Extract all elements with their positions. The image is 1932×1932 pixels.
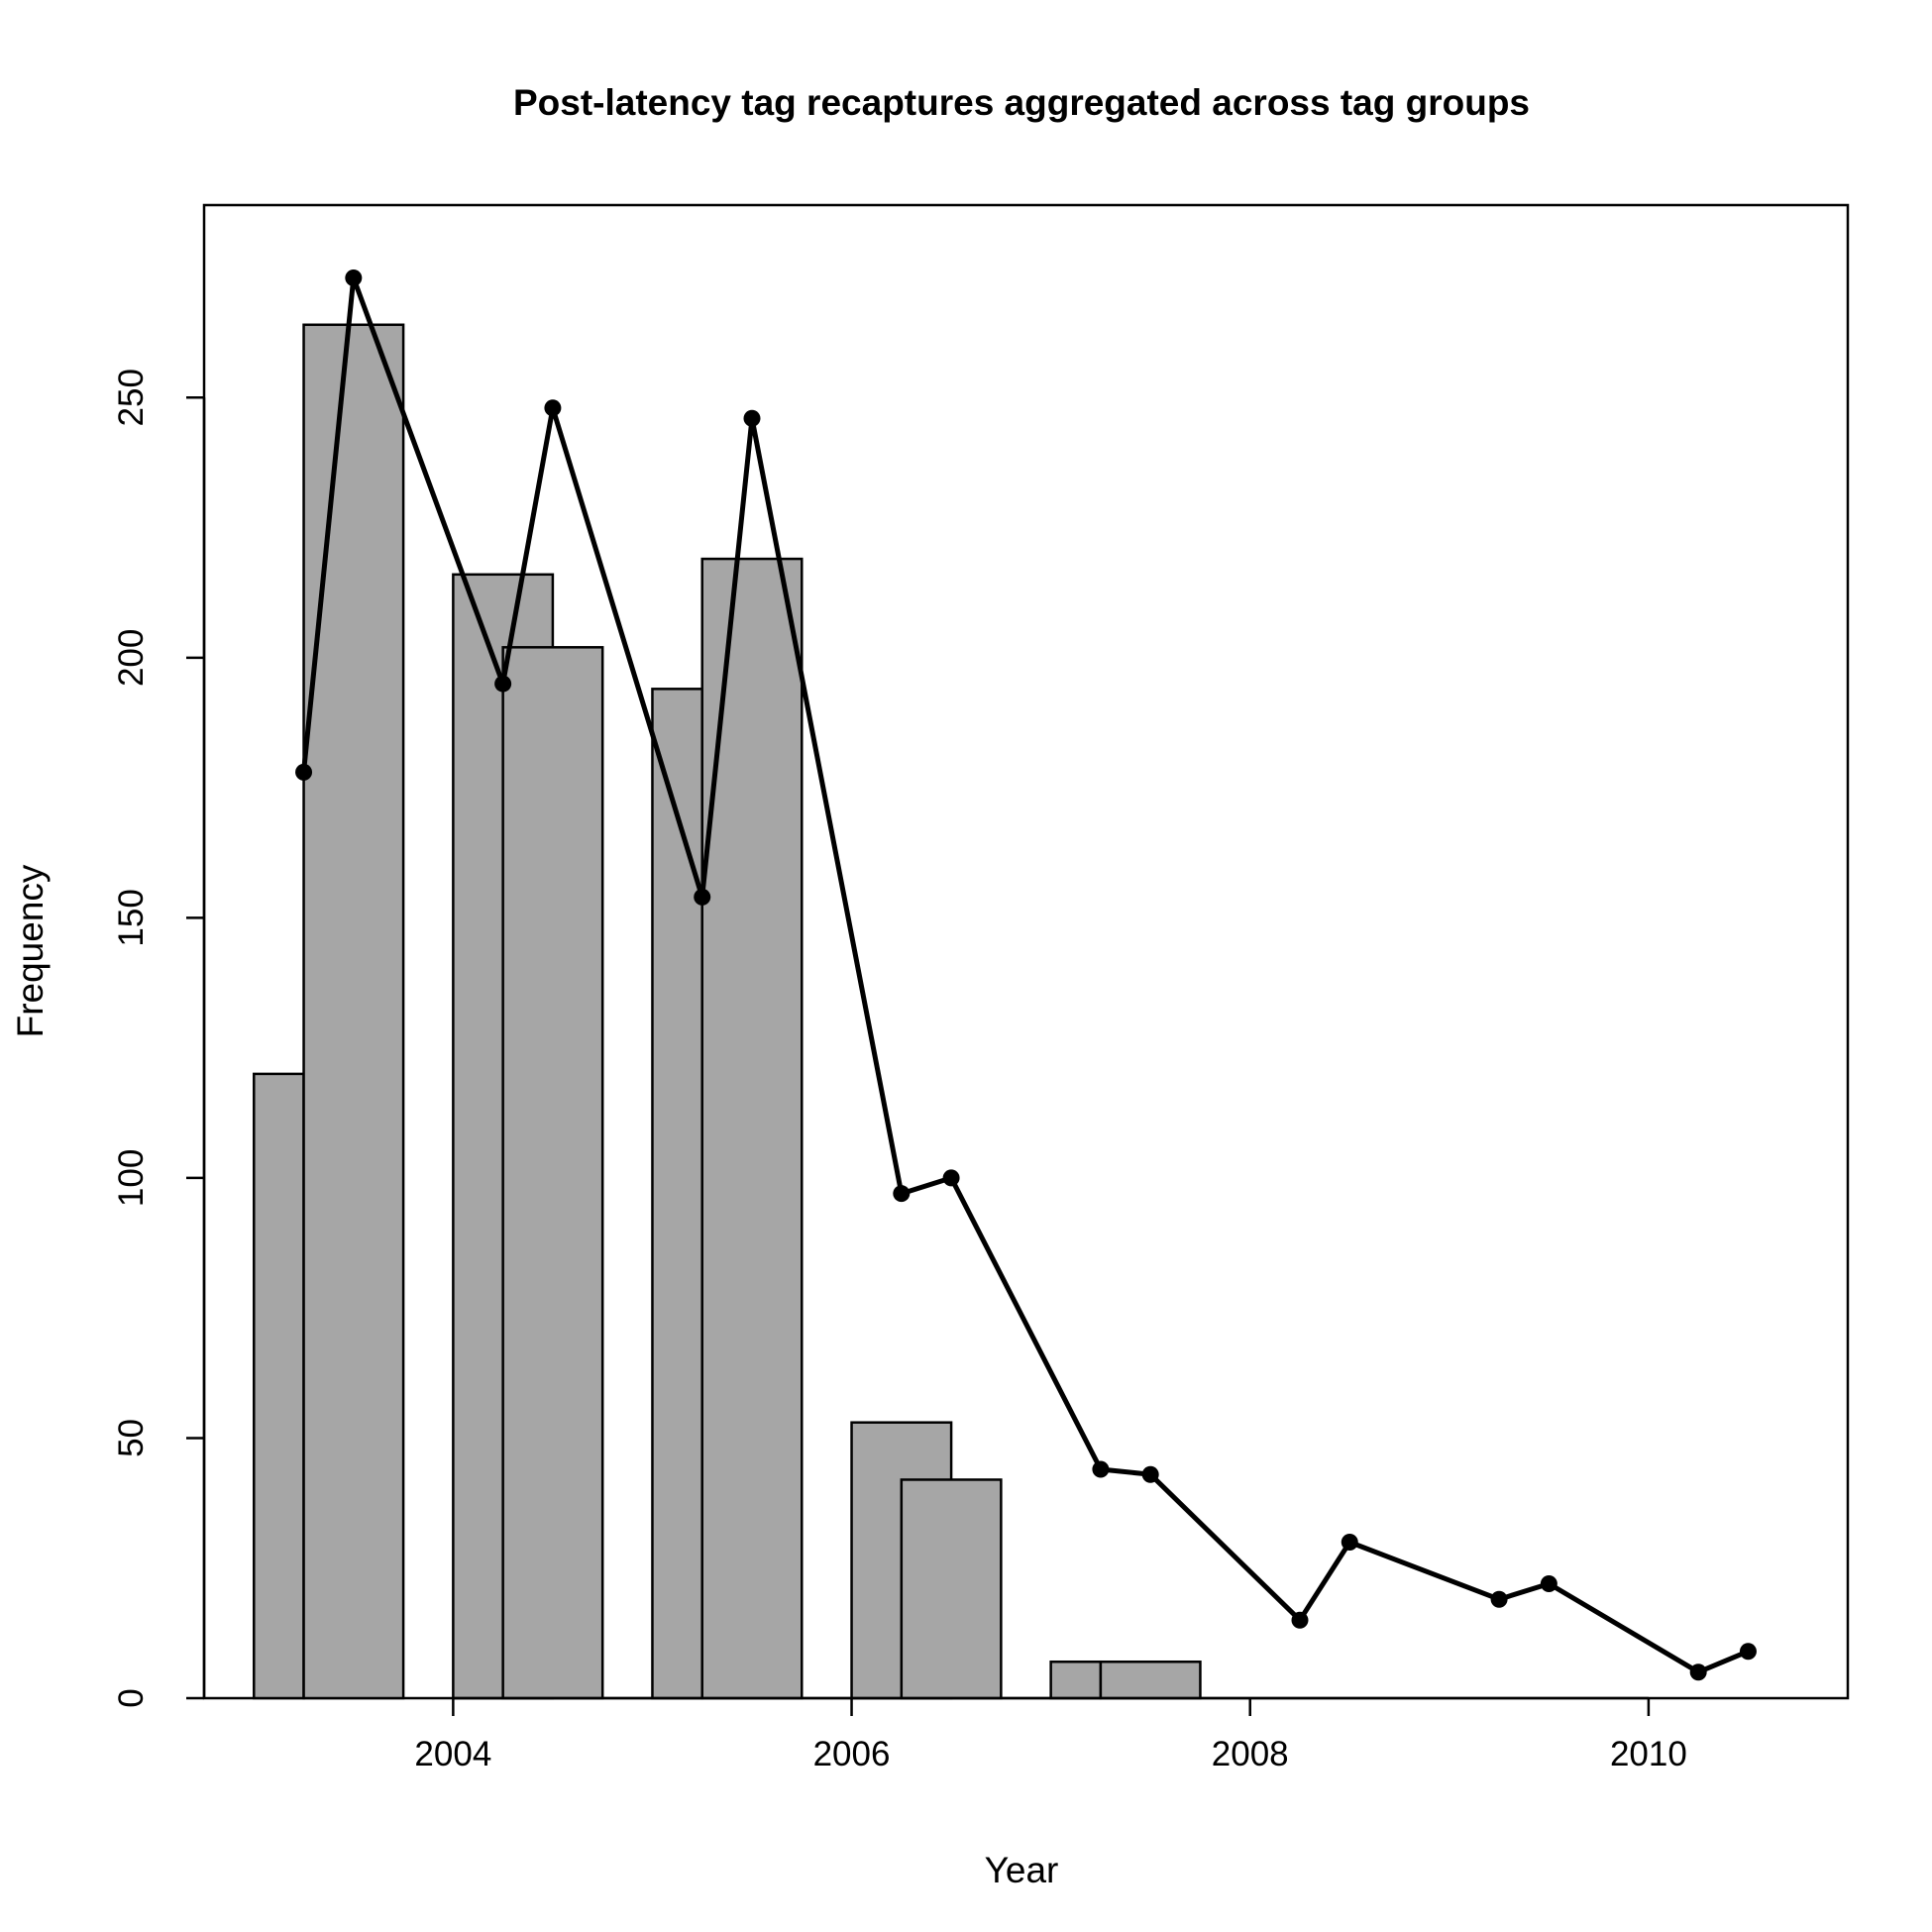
x-axis-label: Year [985,1850,1059,1890]
line-points [295,269,1757,1681]
y-tick-label-1: 50 [112,1419,151,1457]
bar-7 [900,1478,1003,1700]
point-0-5 [743,409,761,427]
point-0-2 [494,675,512,693]
y-axis: 0 50 100 150 200 250 [112,369,206,1708]
point-0-12 [1490,1590,1508,1608]
bar-4 [651,688,703,1700]
point-0-6 [893,1185,911,1203]
point-0-7 [942,1169,960,1187]
y-tick-label-2: 100 [112,1149,151,1207]
bar-0 [253,1072,305,1700]
point-0-10 [1291,1611,1309,1629]
bar-1 [302,323,405,1700]
point-0-4 [694,888,711,906]
point-0-0 [295,763,313,781]
x-tick-label-0: 2004 [414,1735,491,1773]
series-line-0 [301,275,1751,1675]
x-axis: 2004 2006 2008 2010 [414,1696,1687,1773]
point-0-1 [345,269,363,287]
y-axis-label: Frequency [10,864,51,1037]
bars [253,323,1202,1700]
plot-frame [202,203,1850,1700]
point-0-13 [1540,1574,1557,1592]
x-tick-label-2: 2008 [1212,1735,1289,1773]
y-tick-label-0: 0 [112,1688,151,1707]
y-tick-label-4: 200 [112,629,151,687]
point-0-3 [544,399,562,417]
point-0-11 [1341,1533,1358,1551]
point-0-9 [1141,1465,1159,1483]
y-tick-label-3: 150 [112,889,151,946]
bar-3 [501,646,604,1700]
y-tick-label-5: 250 [112,369,151,426]
x-tick-label-3: 2010 [1610,1735,1687,1773]
bar-9 [1099,1660,1202,1700]
line-series [301,275,1751,1675]
point-0-14 [1689,1664,1707,1681]
x-tick-label-1: 2006 [813,1735,891,1773]
bar-8 [1049,1660,1103,1700]
point-0-15 [1739,1643,1757,1661]
chart-title: Post-latency tag recaptures aggregated a… [513,82,1530,123]
point-0-8 [1092,1460,1110,1478]
